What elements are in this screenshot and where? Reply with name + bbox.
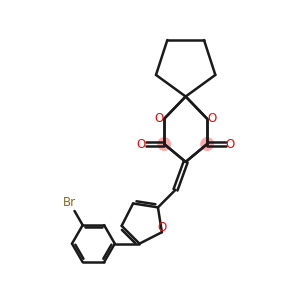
Text: O: O [226,138,235,151]
Circle shape [158,138,170,150]
Text: O: O [136,138,146,151]
Text: O: O [157,221,167,234]
Text: Br: Br [63,196,76,209]
Circle shape [201,138,213,150]
Text: O: O [208,112,217,125]
Text: O: O [154,112,164,125]
